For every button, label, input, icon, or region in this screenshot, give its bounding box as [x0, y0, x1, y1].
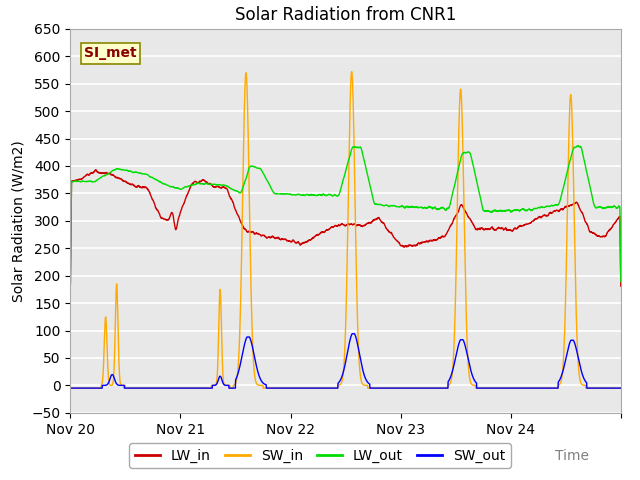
- Text: Time: Time: [555, 449, 589, 463]
- LW_out: [278, 191, 285, 197]
- LW_out: [301, 192, 309, 198]
- SW_in: [547, 385, 555, 391]
- SW_in: [617, 385, 625, 391]
- LW_out: [617, 279, 625, 285]
- LW_in: [92, 167, 99, 173]
- SW_in: [67, 385, 74, 391]
- Line: LW_in: LW_in: [70, 170, 621, 286]
- LW_in: [162, 216, 170, 222]
- Line: SW_out: SW_out: [70, 334, 621, 388]
- LW_in: [301, 240, 309, 245]
- SW_in: [348, 69, 355, 74]
- SW_out: [162, 385, 170, 391]
- Y-axis label: Solar Radiation (W/m2): Solar Radiation (W/m2): [12, 140, 26, 301]
- SW_in: [129, 385, 137, 391]
- Text: SI_met: SI_met: [84, 46, 137, 60]
- SW_out: [129, 385, 137, 391]
- SW_out: [67, 385, 74, 391]
- Line: LW_out: LW_out: [70, 146, 621, 284]
- LW_in: [606, 227, 614, 232]
- LW_out: [547, 203, 554, 209]
- SW_out: [301, 385, 309, 391]
- SW_in: [606, 385, 614, 391]
- LW_out: [606, 204, 614, 210]
- LW_in: [278, 236, 285, 242]
- SW_out: [547, 385, 555, 391]
- SW_in: [278, 385, 285, 391]
- Line: SW_in: SW_in: [70, 72, 621, 388]
- LW_in: [617, 283, 625, 289]
- SW_in: [301, 385, 309, 391]
- LW_in: [129, 182, 137, 188]
- SW_out: [348, 331, 356, 336]
- LW_out: [162, 181, 170, 187]
- SW_out: [606, 385, 614, 391]
- Title: Solar Radiation from CNR1: Solar Radiation from CNR1: [235, 6, 456, 24]
- SW_out: [278, 385, 285, 391]
- SW_out: [617, 385, 625, 391]
- Legend: LW_in, SW_in, LW_out, SW_out: LW_in, SW_in, LW_out, SW_out: [129, 443, 511, 468]
- SW_in: [162, 385, 170, 391]
- LW_out: [67, 281, 74, 287]
- LW_in: [67, 280, 74, 286]
- LW_out: [129, 169, 137, 175]
- LW_in: [547, 210, 555, 216]
- LW_out: [575, 143, 582, 149]
